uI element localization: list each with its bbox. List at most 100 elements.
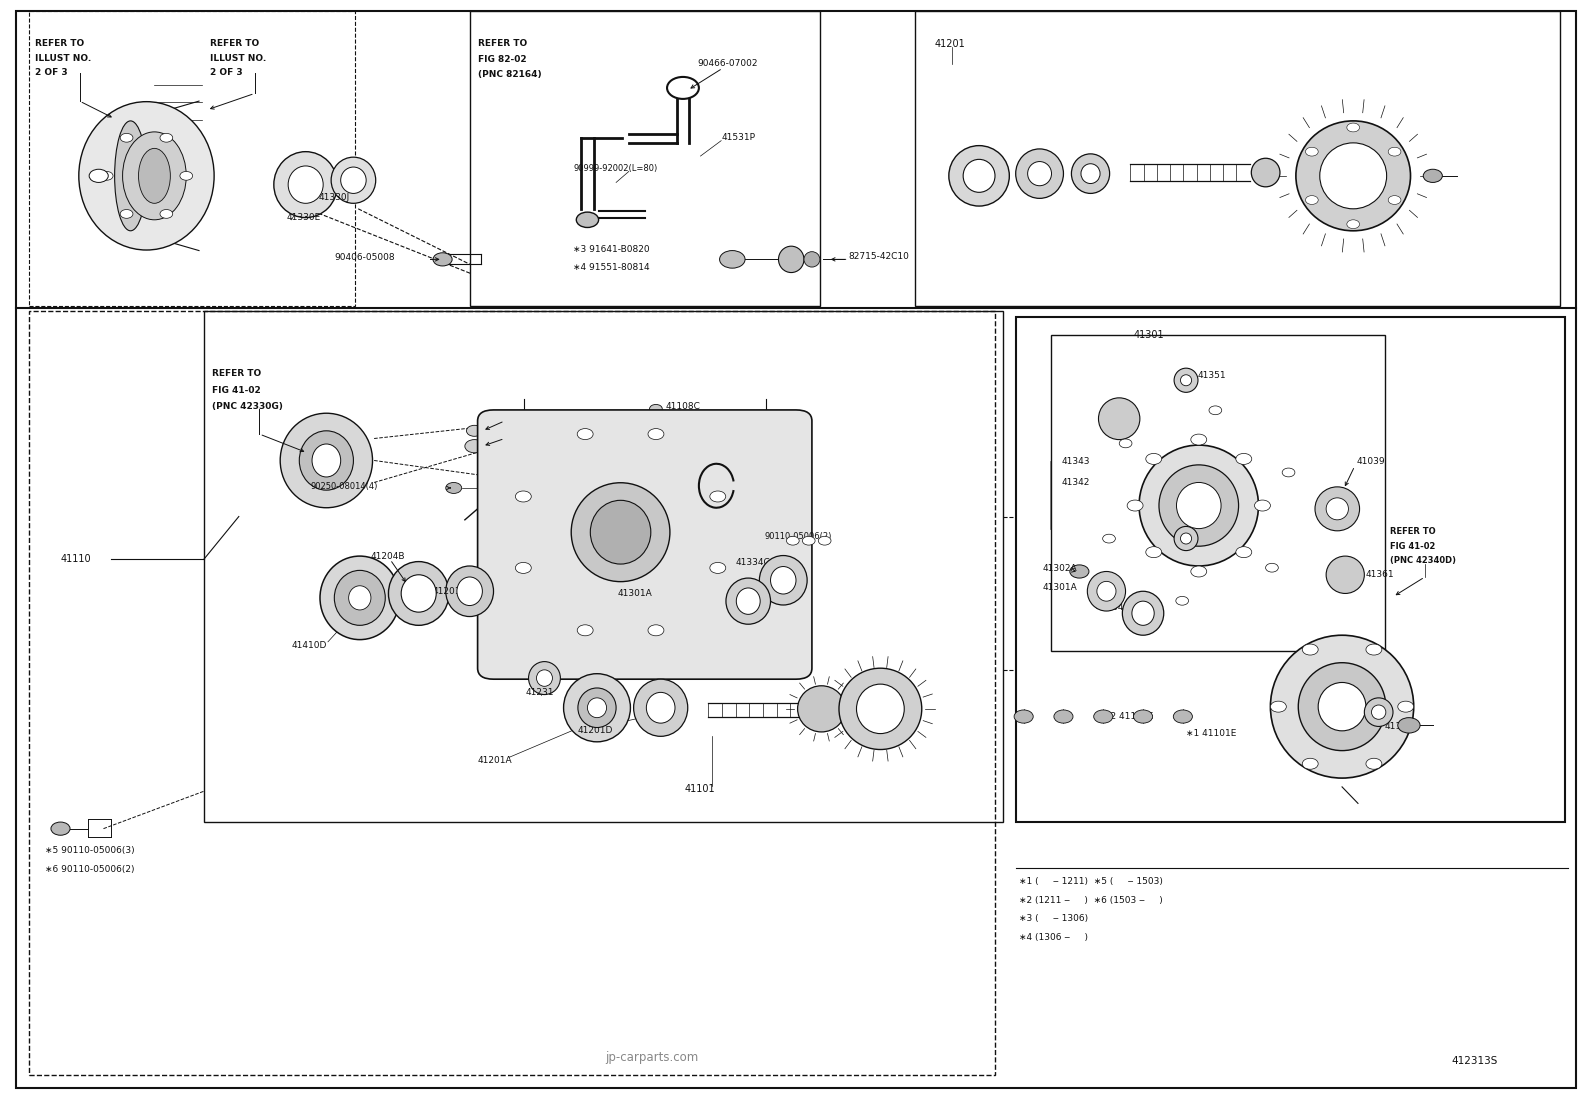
Ellipse shape — [1028, 162, 1052, 186]
Bar — [29, 311, 995, 1075]
Ellipse shape — [1087, 571, 1126, 611]
Text: 82715-42C10: 82715-42C10 — [849, 252, 909, 260]
Circle shape — [1176, 597, 1189, 606]
Ellipse shape — [1372, 706, 1385, 720]
Ellipse shape — [1071, 154, 1110, 193]
Ellipse shape — [274, 152, 338, 218]
Circle shape — [650, 404, 662, 413]
Text: 41101: 41101 — [685, 784, 715, 795]
Text: 41183: 41183 — [740, 477, 769, 486]
Circle shape — [1398, 718, 1420, 733]
Ellipse shape — [856, 684, 904, 734]
Ellipse shape — [963, 159, 995, 192]
Text: 41108C: 41108C — [665, 402, 700, 411]
Ellipse shape — [1299, 663, 1385, 751]
Ellipse shape — [1016, 149, 1063, 198]
Circle shape — [433, 253, 452, 266]
Bar — [915, 11, 1560, 306]
Text: 2 OF 3: 2 OF 3 — [35, 68, 67, 77]
Circle shape — [1388, 196, 1401, 204]
Text: 41351: 41351 — [1197, 371, 1226, 380]
Circle shape — [1173, 710, 1192, 723]
Ellipse shape — [587, 698, 607, 718]
Ellipse shape — [320, 556, 400, 640]
Circle shape — [121, 210, 132, 219]
Ellipse shape — [280, 413, 373, 508]
Circle shape — [446, 482, 462, 493]
Ellipse shape — [1173, 526, 1199, 551]
Circle shape — [648, 429, 664, 440]
Circle shape — [1235, 454, 1251, 465]
Circle shape — [1070, 565, 1089, 578]
Ellipse shape — [949, 146, 1009, 207]
Text: ∗3 (     ‒ 1306): ∗3 ( ‒ 1306) — [1019, 914, 1087, 923]
Circle shape — [159, 210, 172, 219]
Text: 90250-08014(4): 90250-08014(4) — [310, 482, 377, 491]
Circle shape — [1347, 220, 1360, 229]
Circle shape — [466, 425, 482, 436]
Circle shape — [465, 440, 484, 453]
Circle shape — [1191, 434, 1207, 445]
Text: 41342: 41342 — [1062, 478, 1091, 487]
Circle shape — [180, 171, 193, 180]
Ellipse shape — [349, 586, 371, 610]
Ellipse shape — [1320, 143, 1387, 209]
Ellipse shape — [115, 121, 146, 231]
Circle shape — [1134, 710, 1153, 723]
Text: FIG 41-02: FIG 41-02 — [212, 386, 261, 395]
Ellipse shape — [726, 578, 771, 624]
Circle shape — [1302, 758, 1318, 769]
Text: 41301A: 41301A — [618, 589, 653, 598]
Circle shape — [1191, 566, 1207, 577]
Ellipse shape — [578, 688, 616, 728]
Ellipse shape — [1173, 368, 1199, 392]
Text: 41361: 41361 — [1103, 409, 1132, 418]
Circle shape — [786, 536, 799, 545]
Circle shape — [159, 133, 172, 142]
Circle shape — [1014, 710, 1033, 723]
Text: 41231: 41231 — [525, 688, 554, 697]
Circle shape — [1423, 169, 1442, 182]
Text: 41361: 41361 — [1366, 570, 1395, 579]
Text: 41201D: 41201D — [578, 726, 613, 735]
Circle shape — [1282, 468, 1294, 477]
Ellipse shape — [334, 570, 385, 625]
Text: ∗1 41101E: ∗1 41101E — [1186, 729, 1237, 737]
Ellipse shape — [1270, 635, 1414, 778]
Text: ILLUST NO.: ILLUST NO. — [35, 54, 91, 63]
Text: 90999-92002(L=80): 90999-92002(L=80) — [573, 164, 657, 173]
Bar — [470, 11, 820, 306]
Text: REFER TO: REFER TO — [1390, 528, 1436, 536]
Text: 41201B: 41201B — [433, 587, 468, 596]
Text: 41334C: 41334C — [1095, 603, 1130, 612]
Text: ∗3 91641-B0820: ∗3 91641-B0820 — [573, 245, 650, 254]
Circle shape — [1119, 439, 1132, 447]
Text: 41110H: 41110H — [506, 413, 541, 422]
Text: jp-carparts.com: jp-carparts.com — [605, 1051, 699, 1064]
Bar — [204, 311, 1003, 822]
Ellipse shape — [1296, 121, 1411, 231]
Text: REFER TO: REFER TO — [478, 40, 527, 48]
Text: ∗4 (1306 ‒     ): ∗4 (1306 ‒ ) — [1019, 933, 1087, 942]
Text: 41039: 41039 — [1356, 457, 1385, 466]
Ellipse shape — [1140, 445, 1259, 566]
Circle shape — [1266, 564, 1278, 573]
Circle shape — [1388, 147, 1401, 156]
Ellipse shape — [1181, 375, 1191, 386]
Ellipse shape — [1364, 698, 1393, 726]
Text: ∗2 (1211 ‒     )  ∗6 (1503 ‒     ): ∗2 (1211 ‒ ) ∗6 (1503 ‒ ) — [1019, 896, 1162, 904]
Ellipse shape — [1097, 581, 1116, 601]
Ellipse shape — [139, 148, 170, 203]
Circle shape — [1054, 710, 1073, 723]
Text: 41330J: 41330J — [318, 193, 350, 202]
Text: ∗2 41101E: ∗2 41101E — [1103, 712, 1154, 721]
Circle shape — [720, 251, 745, 268]
Circle shape — [1302, 644, 1318, 655]
Text: ∗1 (     ‒ 1211)  ∗5 (     ‒ 1503): ∗1 ( ‒ 1211) ∗5 ( ‒ 1503) — [1019, 877, 1162, 886]
Circle shape — [1254, 500, 1270, 511]
Text: 41302A: 41302A — [1043, 564, 1078, 573]
Circle shape — [1347, 123, 1360, 132]
Circle shape — [1366, 644, 1382, 655]
Circle shape — [710, 491, 726, 502]
Circle shape — [646, 419, 665, 432]
